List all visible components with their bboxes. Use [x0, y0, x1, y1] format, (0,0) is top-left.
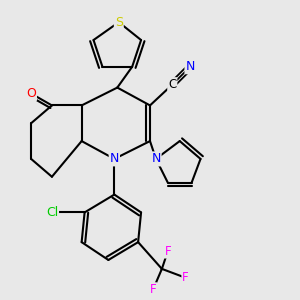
Text: N: N — [151, 152, 160, 165]
Text: O: O — [26, 87, 36, 100]
Text: C: C — [168, 78, 176, 91]
Text: S: S — [115, 16, 123, 29]
Text: F: F — [164, 244, 171, 258]
Text: N: N — [185, 60, 195, 73]
Text: F: F — [150, 283, 156, 296]
Text: Cl: Cl — [46, 206, 58, 219]
Text: N: N — [110, 152, 119, 165]
Text: F: F — [182, 271, 189, 284]
